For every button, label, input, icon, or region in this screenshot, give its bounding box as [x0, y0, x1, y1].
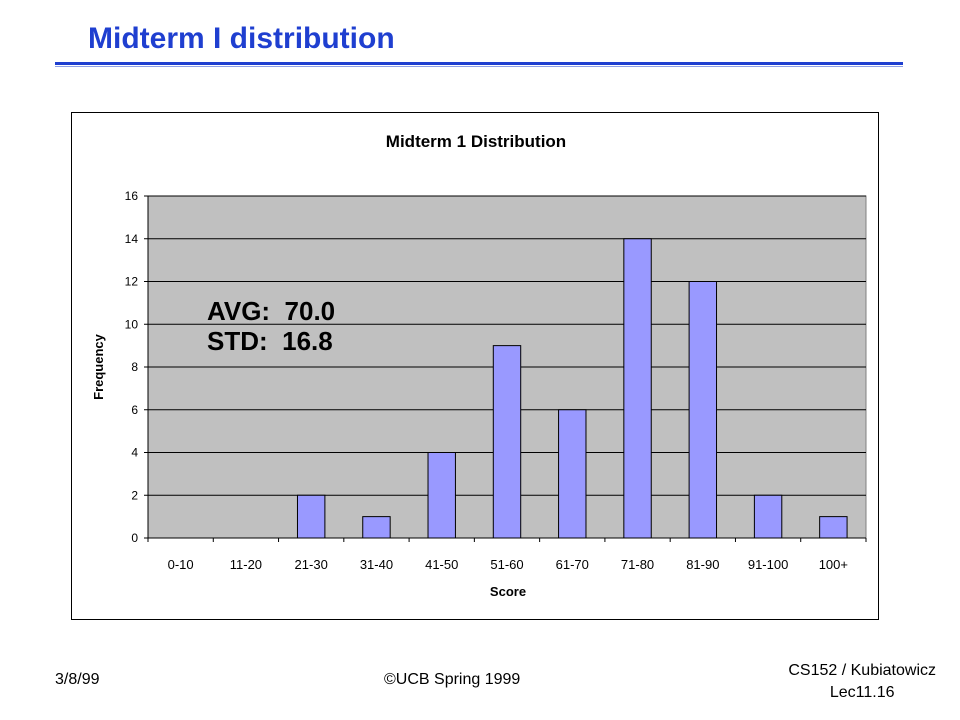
bar-51-60: [492, 345, 522, 539]
x-tick-label: 11-20: [230, 557, 262, 572]
x-tick-label: 0-10: [168, 557, 194, 572]
y-tick-label: 14: [125, 232, 139, 246]
y-tick-label: 16: [125, 189, 139, 203]
y-tick-label: 6: [131, 403, 138, 417]
y-tick-label: 10: [125, 317, 139, 331]
y-tick-label: 2: [131, 488, 138, 502]
x-tick-label: 81-90: [686, 557, 719, 572]
chart-title: Midterm 1 Distribution: [386, 132, 566, 151]
bar-91-100: [753, 494, 783, 539]
std-annotation: STD: 16.8: [207, 326, 333, 356]
footer-course-block: CS152 / Kubiatowicz Lec11.16: [788, 660, 936, 704]
y-axis-label: Frequency: [91, 333, 106, 400]
title-rule-shadow: [55, 66, 903, 67]
slide-title: Midterm I distribution: [88, 22, 395, 55]
avg-annotation: AVG: 70.0: [207, 296, 335, 326]
x-axis-label: Score: [490, 584, 526, 599]
y-tick-label: 12: [125, 275, 139, 289]
footer-lecture: Lec11.16: [829, 684, 895, 701]
bar-71-80: [623, 238, 652, 539]
bar-41-50: [427, 452, 456, 539]
x-tick-label: 71-80: [621, 557, 654, 572]
footer-copyright: ©UCB Spring 1999: [384, 671, 521, 688]
footer-course: CS152 / Kubiatowicz: [788, 662, 936, 679]
x-tick-label: 100+: [819, 557, 848, 572]
x-tick-label: 41-50: [425, 557, 458, 572]
footer-date: 3/8/99: [55, 671, 100, 688]
x-tick-label: 31-40: [360, 557, 393, 572]
y-tick-label: 8: [131, 360, 138, 374]
x-tick-label: 61-70: [556, 557, 589, 572]
title-rule: [55, 62, 903, 65]
bar-100+: [819, 516, 848, 539]
x-tick-label: 21-30: [295, 557, 328, 572]
x-tick-label: 51-60: [490, 557, 523, 572]
y-tick-label: 0: [131, 531, 138, 545]
bar-31-40: [362, 516, 391, 539]
bar-21-30: [296, 494, 326, 539]
bar-61-70: [558, 409, 587, 539]
x-tick-label: 91-100: [748, 557, 788, 572]
bar-81-90: [688, 281, 718, 539]
y-tick-label: 4: [131, 446, 138, 460]
